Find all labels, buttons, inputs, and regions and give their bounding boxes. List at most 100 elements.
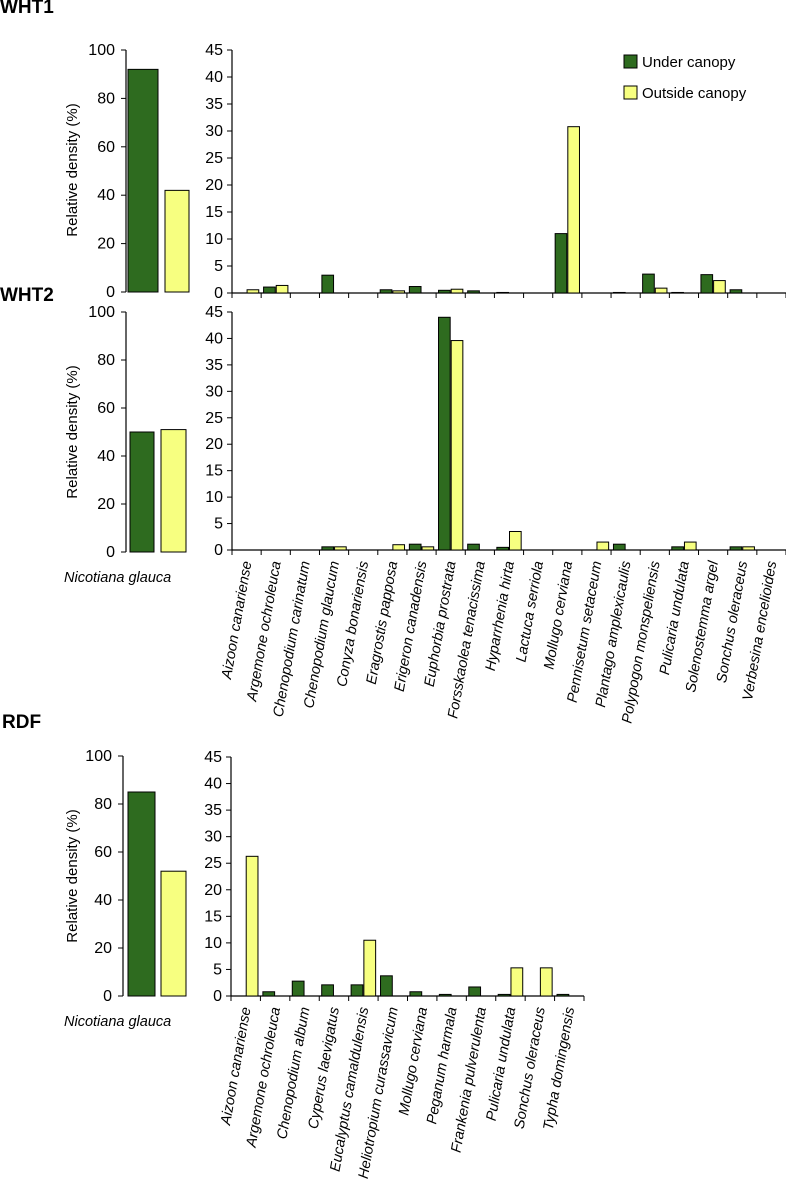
- wht1-summary-chart: 0 20 40 60 80 100 Relative density (%): [64, 42, 190, 301]
- category-label: Nicotiana glauca: [64, 1014, 171, 1030]
- y-axis-title: Relative density (%): [64, 365, 81, 498]
- y-tick-label-60: 60: [97, 139, 115, 156]
- bar-under-canopy-3: [321, 274, 335, 294]
- legend-swatch-under: [623, 54, 638, 69]
- y-tick-label-0: 0: [214, 542, 223, 559]
- bar-under-canopy-9: [496, 546, 510, 551]
- y-tick-label-45: 45: [204, 749, 222, 766]
- y-tick-label-0: 0: [106, 544, 115, 561]
- bar-under-canopy-1: [262, 991, 276, 997]
- bar-outside-canopy-4: [363, 939, 377, 997]
- y-tick-label-45: 45: [205, 42, 223, 59]
- bar-under-canopy-17: [729, 546, 743, 551]
- y-tick-label-5: 5: [214, 516, 223, 533]
- bar-under-canopy-8: [468, 986, 482, 997]
- bar-outside-canopy-12: [596, 541, 610, 551]
- y-tick-label-10: 10: [205, 231, 223, 248]
- bar-outside-canopy-6: [421, 546, 435, 551]
- y-tick-label-20: 20: [205, 177, 223, 194]
- y-tick-label-40: 40: [204, 776, 222, 793]
- y-tick-label-35: 35: [205, 357, 223, 374]
- bar-under-canopy: [127, 68, 159, 293]
- legend-label-under: Under canopy: [642, 54, 736, 71]
- bar-under-canopy-7: [438, 993, 452, 997]
- bar-outside-canopy-7: [450, 340, 464, 551]
- y-tick-label-10: 10: [204, 935, 222, 952]
- bar-under-canopy: [127, 791, 156, 997]
- bar-under-canopy-15: [671, 546, 684, 551]
- category-label-peganum-harmala: Peganum harmala: [424, 1006, 460, 1125]
- bar-outside-canopy-0: [245, 855, 259, 997]
- y-tick-label-60: 60: [97, 400, 115, 417]
- category-label-mollugo-cerviana: Mollugo cerviana: [541, 560, 576, 671]
- bar-outside-canopy-16: [713, 280, 726, 294]
- bar-outside-canopy-5: [392, 544, 406, 551]
- bar-under-canopy-8: [467, 543, 480, 551]
- bar-under-canopy-15: [671, 291, 684, 294]
- bar-outside-canopy-0: [246, 289, 260, 294]
- y-tick-label-100: 100: [88, 42, 115, 59]
- bar-outside-canopy-3: [334, 546, 347, 551]
- site-label-wht2: WHT2: [0, 285, 54, 306]
- bar-outside-canopy-17: [742, 546, 755, 551]
- category-label-hyparrhenia-hirta: Hyparrhenia hirta: [483, 560, 518, 672]
- category-label-lactuca-serriola: Lactuca serriola: [514, 560, 548, 664]
- bar-under-canopy-13: [612, 543, 626, 551]
- legend: Under canopy Outside canopy: [623, 54, 747, 102]
- y-tick-label-35: 35: [205, 96, 223, 113]
- y-tick-label-100: 100: [88, 304, 115, 321]
- y-tick-label-15: 15: [204, 908, 222, 925]
- bar-under-canopy-7: [438, 289, 451, 294]
- category-label: Nicotiana glauca: [64, 570, 171, 586]
- y-tick-label-25: 25: [205, 410, 223, 427]
- y-tick-label-25: 25: [205, 150, 223, 167]
- y-tick-label-40: 40: [97, 187, 115, 204]
- bar-outside-canopy: [160, 870, 187, 997]
- y-tick-label-30: 30: [204, 829, 222, 846]
- y-tick-label-20: 20: [94, 940, 112, 957]
- bar-under-canopy-6: [409, 991, 423, 997]
- y-tick-label-80: 80: [94, 796, 112, 813]
- bar-under-canopy-1: [263, 286, 276, 294]
- bar-outside-canopy-9: [510, 967, 524, 997]
- y-tick-label-30: 30: [205, 123, 223, 140]
- bar-outside-canopy-5: [392, 290, 406, 294]
- y-tick-label-20: 20: [204, 882, 222, 899]
- category-label-typha-domingensis: Typha domingensis: [541, 1006, 578, 1132]
- wht2-summary-chart: 0 20 40 60 80 100 Relative density (%) Nicotian…: [64, 304, 187, 586]
- y-tick-label-100: 100: [85, 748, 112, 765]
- category-label-mollugo-cerviana: Mollugo cerviana: [396, 1006, 431, 1117]
- bar-under-canopy-7: [438, 316, 451, 551]
- bar-under-canopy-13: [612, 291, 626, 294]
- bar-under-canopy-5: [380, 975, 393, 997]
- rdf-summary-chart: 0 20 40 60 80 100 Relative density (%) Nicotian…: [64, 748, 187, 1030]
- wht1-species-chart: 0 5 10 15 20 25 30 35 40 45: [205, 42, 786, 302]
- y-tick-label-20: 20: [205, 436, 223, 453]
- bar-outside-canopy-15: [683, 541, 697, 551]
- y-tick-label-15: 15: [205, 204, 223, 221]
- bar-outside-canopy-7: [450, 288, 464, 294]
- y-axis-title: Relative density (%): [64, 103, 81, 236]
- y-tick-label-0: 0: [213, 988, 222, 1005]
- y-axis-title: Relative density (%): [64, 809, 81, 942]
- y-tick-label-35: 35: [204, 802, 222, 819]
- bar-under-canopy-6: [408, 286, 422, 294]
- y-tick-label-20: 20: [97, 236, 115, 253]
- bar-outside-canopy-11: [567, 126, 580, 294]
- y-tick-label-5: 5: [213, 961, 222, 978]
- bar-outside-canopy: [160, 429, 187, 553]
- bar-under-canopy-5: [379, 289, 393, 294]
- bar-under-canopy-8: [467, 290, 480, 294]
- bar-under-canopy-9: [496, 291, 510, 294]
- y-tick-label-5: 5: [214, 258, 223, 275]
- y-tick-label-10: 10: [205, 489, 223, 506]
- category-label-pulicaria-undulata: Pulicaria undulata: [657, 560, 693, 676]
- bar-under-canopy: [129, 431, 155, 553]
- bar-outside-canopy-1: [275, 284, 289, 294]
- site-label-wht1: WHT1: [0, 0, 54, 18]
- y-tick-label-0: 0: [214, 285, 223, 302]
- y-tick-label-40: 40: [205, 69, 223, 86]
